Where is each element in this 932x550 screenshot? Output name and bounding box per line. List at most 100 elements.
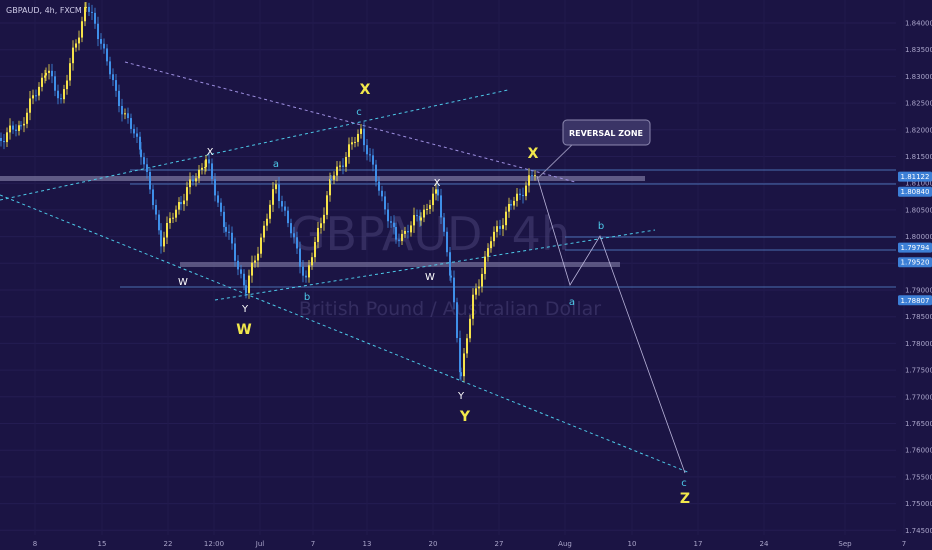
candle-body bbox=[404, 230, 406, 234]
callout-text: REVERSAL ZONE bbox=[569, 129, 643, 138]
chart-grid bbox=[0, 22, 896, 531]
price-tick-label: 1.78000 bbox=[905, 340, 932, 348]
candle-body bbox=[311, 257, 313, 266]
candle-body bbox=[146, 164, 148, 172]
candle-body bbox=[91, 11, 93, 13]
candle-body bbox=[323, 214, 325, 224]
candle-body bbox=[525, 185, 527, 197]
candle-body bbox=[478, 286, 480, 289]
candle-body bbox=[100, 39, 102, 44]
candle-body bbox=[155, 205, 157, 215]
candle-body bbox=[413, 215, 415, 226]
date-tick-label: 8 bbox=[33, 540, 37, 548]
price-tick-label: 1.77000 bbox=[905, 393, 932, 401]
candle-body bbox=[158, 214, 160, 231]
candle-body bbox=[189, 179, 191, 188]
price-tag bbox=[898, 295, 932, 306]
price-tick-label: 1.84000 bbox=[905, 20, 932, 28]
trend-lines bbox=[0, 61, 691, 474]
candle-body bbox=[429, 205, 431, 209]
candle-body bbox=[195, 178, 197, 182]
candle-body bbox=[487, 248, 489, 257]
candle-body bbox=[395, 227, 397, 240]
candle-body bbox=[103, 43, 105, 49]
candle-body bbox=[463, 353, 465, 377]
price-tag bbox=[898, 242, 932, 253]
candle-body bbox=[432, 193, 434, 206]
candle-body bbox=[140, 149, 142, 158]
candle-body bbox=[426, 208, 428, 210]
price-tick-label: 1.83000 bbox=[905, 73, 932, 81]
candle-body bbox=[3, 141, 5, 143]
candle-body bbox=[449, 252, 451, 276]
candle-body bbox=[66, 80, 68, 90]
price-tick-label: 1.74500 bbox=[905, 527, 932, 535]
candle-body bbox=[272, 189, 274, 205]
candle-body bbox=[41, 77, 43, 87]
candle-body bbox=[314, 241, 316, 258]
candle-body bbox=[220, 202, 222, 212]
symbol-title: GBPAUD, 4h, FXCM bbox=[6, 6, 82, 15]
candle-body bbox=[360, 128, 362, 134]
candle-body bbox=[372, 155, 374, 165]
date-axis[interactable]: 8 15 22 12:00 Jul 7 13 20 27 Aug 10 17 24 Sep 7 bbox=[33, 540, 906, 548]
candle-body bbox=[305, 275, 307, 278]
wave-label: b bbox=[598, 221, 604, 232]
price-tick-label: 1.76500 bbox=[905, 420, 932, 428]
candle-body bbox=[398, 239, 400, 241]
wave-label: X bbox=[207, 147, 214, 158]
wave-label: Z bbox=[680, 491, 690, 507]
resistance-zone bbox=[0, 176, 645, 181]
candle-body bbox=[401, 233, 403, 241]
candle-body bbox=[336, 166, 338, 176]
candle-body bbox=[531, 175, 533, 177]
candle-body bbox=[299, 248, 301, 267]
candle-body bbox=[466, 338, 468, 354]
watermark-ticker: GBPAUD, 4h bbox=[290, 207, 570, 261]
candle-body bbox=[384, 196, 386, 210]
candle-body bbox=[326, 195, 328, 215]
date-tick-label: 12:00 bbox=[204, 540, 224, 548]
candle-body bbox=[410, 225, 412, 233]
candle-body bbox=[481, 273, 483, 287]
candle-body bbox=[26, 112, 28, 124]
candle-body bbox=[245, 285, 247, 293]
price-tick-label: 1.83500 bbox=[905, 46, 932, 54]
candle-body bbox=[513, 200, 515, 206]
candle-body bbox=[281, 201, 283, 207]
candle-body bbox=[29, 98, 31, 113]
date-tick-label: 10 bbox=[628, 540, 637, 548]
candle-body bbox=[317, 227, 319, 242]
candle-body bbox=[329, 179, 331, 196]
candle-body bbox=[23, 123, 25, 126]
wave-label: Y bbox=[459, 409, 471, 425]
date-tick-label: Sep bbox=[838, 540, 852, 548]
date-tick-label: 20 bbox=[429, 540, 438, 548]
candle-body bbox=[124, 113, 126, 115]
reversal-zone-callout: REVERSAL ZONE bbox=[537, 119, 651, 179]
candle-body bbox=[348, 144, 350, 157]
candle-body bbox=[139, 136, 141, 150]
candle-body bbox=[84, 7, 86, 22]
candle-body bbox=[351, 142, 353, 145]
price-tag-label: 1.80840 bbox=[901, 188, 930, 196]
candle-body bbox=[443, 217, 445, 232]
candle-body bbox=[342, 165, 344, 167]
candle-body bbox=[369, 154, 371, 156]
candle-body bbox=[0, 138, 2, 141]
candle-body bbox=[263, 225, 265, 238]
candle-body bbox=[528, 175, 530, 186]
candle-body bbox=[472, 294, 474, 319]
date-tick-label: 27 bbox=[495, 540, 504, 548]
wave-label: a bbox=[273, 159, 279, 170]
candle-body bbox=[290, 223, 292, 234]
wave-label: X bbox=[360, 82, 371, 98]
price-axis[interactable]: 1.84000 1.83500 1.83000 1.82500 1.82000 1.815… bbox=[905, 20, 932, 535]
candle-body bbox=[75, 43, 77, 48]
candle-body bbox=[502, 225, 504, 229]
candle-body bbox=[254, 260, 256, 263]
candle-body bbox=[320, 223, 322, 228]
price-tick-label: 1.75000 bbox=[905, 500, 932, 508]
candle-body bbox=[293, 233, 295, 238]
